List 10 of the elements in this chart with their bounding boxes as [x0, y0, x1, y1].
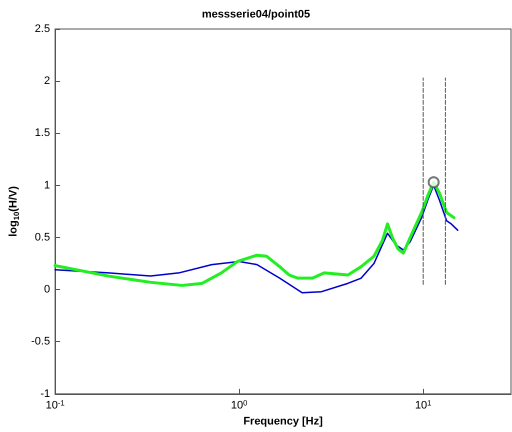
- y-tick-label: 2: [44, 75, 50, 88]
- y-tick-label: -1: [40, 388, 50, 400]
- y-tick-label: 1.5: [34, 127, 50, 140]
- y-tick-label: 0: [44, 284, 50, 296]
- y-tick-label: 1: [44, 179, 50, 192]
- x-axis-title: Frequency [Hz]: [243, 416, 324, 428]
- y-tick-label: -0.5: [31, 336, 50, 348]
- y-tick-label: 0.5: [34, 231, 50, 244]
- chart-title: messserie04/point05: [202, 8, 310, 20]
- y-tick-label: 2.5: [34, 23, 50, 35]
